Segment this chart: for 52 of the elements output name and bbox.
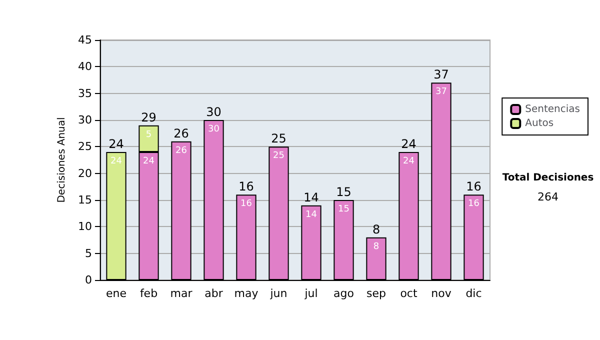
data-label: 25 xyxy=(273,151,284,162)
x-tick-label: dic xyxy=(466,287,482,300)
data-label: 14 xyxy=(306,210,318,220)
total-label: 8 xyxy=(372,222,380,236)
text: 264 xyxy=(538,190,558,204)
y-tick-label: 15 xyxy=(78,194,92,206)
total-label: 14 xyxy=(304,190,319,204)
data-label: 24 xyxy=(110,156,122,166)
y-tick-label: 25 xyxy=(78,140,92,154)
x-tick-label: ene xyxy=(106,287,127,300)
data-label: 5 xyxy=(146,130,152,140)
total-label: 24 xyxy=(401,137,416,151)
y-tick-label: 40 xyxy=(78,60,92,74)
x-tick-label: jun xyxy=(269,287,288,300)
x-tick-label: abr xyxy=(204,287,224,300)
y-axis-title: Decisiones Anual xyxy=(56,117,68,203)
total-label: 24 xyxy=(108,137,124,151)
x-tick-label: jul xyxy=(304,287,318,300)
total-label: 26 xyxy=(174,126,189,140)
legend-label: Sentencias xyxy=(525,104,580,115)
total-label: 15 xyxy=(336,185,352,199)
y-tick-label: 10 xyxy=(78,220,92,234)
data-label: 16 xyxy=(468,199,480,210)
total-label: 16 xyxy=(466,180,482,194)
data-label: 24 xyxy=(403,156,415,166)
x-tick-label: sep xyxy=(366,287,386,300)
y-tick-label: 35 xyxy=(78,86,92,100)
x-tick-label: may xyxy=(234,287,259,300)
text: Total Decisiones xyxy=(502,172,594,184)
x-tick-label: oct xyxy=(400,287,418,300)
y-tick-label: 30 xyxy=(78,114,92,126)
data-label: 24 xyxy=(143,156,155,166)
x-tick-label: feb xyxy=(140,287,158,300)
data-label: 8 xyxy=(373,242,380,252)
data-label: 16 xyxy=(240,199,252,210)
y-tick-label: 0 xyxy=(85,274,92,286)
total-label: 37 xyxy=(434,68,449,82)
data-label: 37 xyxy=(436,87,447,98)
data-label: 15 xyxy=(338,204,350,214)
total-label: 30 xyxy=(206,105,222,119)
x-tick-label: nov xyxy=(431,287,452,300)
data-label: 30 xyxy=(208,124,220,134)
y-tick-label: 20 xyxy=(78,166,92,180)
total-label: 25 xyxy=(271,132,286,146)
y-tick-label: 5 xyxy=(85,246,92,260)
x-tick-label: mar xyxy=(170,287,193,300)
data-label: 26 xyxy=(176,146,188,156)
legend-label: Autos xyxy=(525,118,554,129)
total-label: 16 xyxy=(238,180,254,194)
x-tick-label: ago xyxy=(334,287,354,300)
y-tick-label: 45 xyxy=(78,34,92,46)
total-label: 29 xyxy=(141,110,156,124)
